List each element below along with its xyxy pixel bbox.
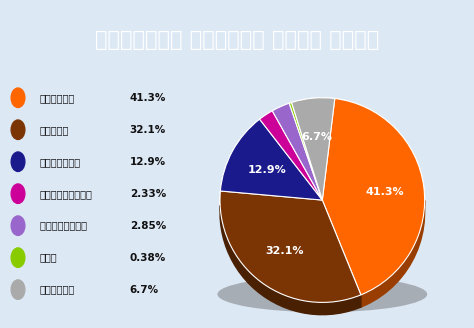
Circle shape bbox=[11, 248, 25, 267]
Wedge shape bbox=[322, 98, 425, 295]
Polygon shape bbox=[361, 200, 425, 307]
Text: 12.9%: 12.9% bbox=[247, 165, 286, 174]
Text: 41.3%: 41.3% bbox=[366, 187, 404, 197]
Text: 12.9%: 12.9% bbox=[247, 165, 286, 174]
Text: 32.1%: 32.1% bbox=[265, 246, 304, 256]
Text: 32.1%: 32.1% bbox=[130, 125, 166, 135]
Wedge shape bbox=[260, 111, 322, 200]
Text: 41.3%: 41.3% bbox=[366, 187, 404, 197]
Circle shape bbox=[11, 280, 25, 299]
Text: పార్టీల వారీగా ఓట్ల శాతం: పార్టీల వారీగా ఓట్ల శాతం bbox=[95, 30, 379, 50]
Text: ఆప్: ఆప్ bbox=[40, 253, 57, 263]
Text: ఆర్‌ఎల్‌డీ: ఆర్‌ఎల్‌డీ bbox=[40, 221, 87, 231]
Wedge shape bbox=[292, 98, 335, 200]
Wedge shape bbox=[289, 102, 322, 200]
Circle shape bbox=[11, 152, 25, 172]
Wedge shape bbox=[220, 191, 361, 302]
Wedge shape bbox=[292, 98, 335, 200]
Wedge shape bbox=[272, 103, 322, 200]
Text: ఇతరులు: ఇతరులు bbox=[40, 285, 75, 295]
Text: కాంగ్రెస్: కాంగ్రెస్ bbox=[40, 189, 92, 199]
Wedge shape bbox=[220, 119, 322, 200]
Wedge shape bbox=[260, 111, 322, 200]
Text: 6.7%: 6.7% bbox=[130, 285, 159, 295]
Ellipse shape bbox=[218, 276, 427, 312]
Text: 2.33%: 2.33% bbox=[130, 189, 166, 199]
Text: 0.38%: 0.38% bbox=[130, 253, 166, 263]
Wedge shape bbox=[220, 191, 361, 302]
Circle shape bbox=[11, 216, 25, 236]
Text: 6.7%: 6.7% bbox=[301, 132, 332, 142]
Circle shape bbox=[11, 120, 25, 139]
Wedge shape bbox=[220, 119, 322, 200]
Text: ఎస్పీ: ఎస్పీ bbox=[40, 125, 69, 135]
Wedge shape bbox=[322, 98, 425, 295]
Text: 12.9%: 12.9% bbox=[130, 157, 166, 167]
Text: 41.3%: 41.3% bbox=[130, 93, 166, 103]
Circle shape bbox=[11, 184, 25, 203]
Text: జీజేపీ: జీజేపీ bbox=[40, 93, 75, 103]
Wedge shape bbox=[272, 103, 322, 200]
Polygon shape bbox=[220, 205, 361, 315]
Circle shape bbox=[11, 88, 25, 108]
Text: బీఎస్పీ: బీఎస్పీ bbox=[40, 157, 81, 167]
Text: 6.7%: 6.7% bbox=[301, 132, 332, 142]
Text: 32.1%: 32.1% bbox=[265, 246, 304, 256]
Wedge shape bbox=[289, 102, 322, 200]
Text: 2.85%: 2.85% bbox=[130, 221, 166, 231]
